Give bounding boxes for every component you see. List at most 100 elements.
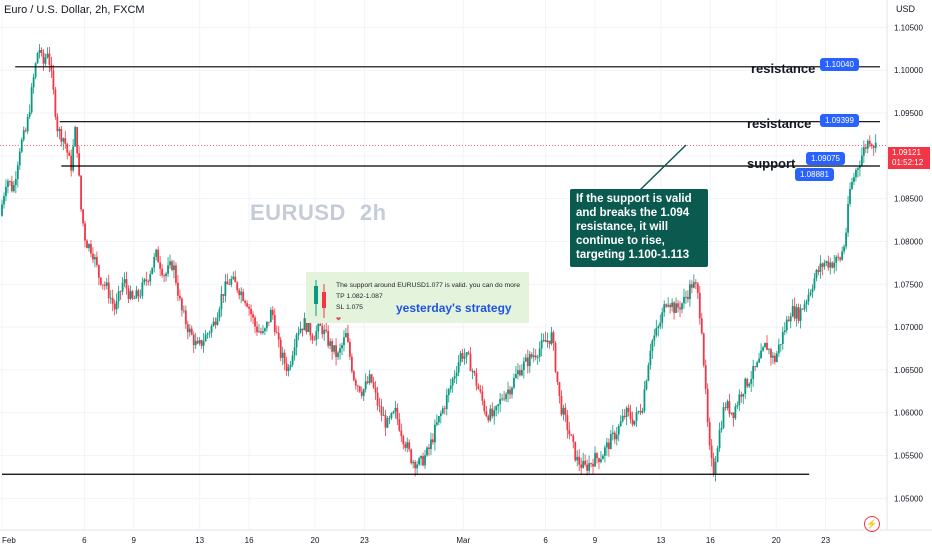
candle-body <box>764 342 766 348</box>
candle-body <box>60 129 63 142</box>
candle-body <box>111 297 114 304</box>
symbol-title: Euro / U.S. Dollar, 2h, FXCM <box>4 4 145 16</box>
candle-body <box>372 382 375 388</box>
candle-body <box>246 303 249 307</box>
candle-body <box>414 461 417 469</box>
candle-body <box>645 380 648 390</box>
candle-body <box>445 395 448 410</box>
candle-body <box>853 177 855 182</box>
candle-body <box>224 281 227 296</box>
candle-body <box>165 273 167 277</box>
candle-body <box>275 331 278 333</box>
price-tick-label: 1.06500 <box>894 366 923 375</box>
candle-body <box>370 374 373 383</box>
candle-body <box>226 281 229 285</box>
resistance-upper-tag[interactable]: 1.10040 <box>820 58 859 71</box>
candle-body <box>220 294 223 310</box>
candle-body <box>260 331 262 333</box>
candle-body <box>345 333 347 338</box>
candle-body <box>34 63 37 78</box>
candle-body <box>570 434 573 436</box>
candle-body <box>627 407 630 412</box>
candle-body <box>301 328 304 331</box>
candle-body <box>9 181 11 182</box>
candle-body <box>137 290 140 297</box>
candle-body <box>30 87 33 113</box>
candle-body <box>127 288 130 299</box>
candle-body <box>434 424 436 443</box>
time-tick-label: 6 <box>82 536 87 545</box>
strategy-callout[interactable]: If the support is valid and breaks the 1… <box>570 189 708 267</box>
candle-body <box>503 398 505 400</box>
candle-body <box>62 138 65 142</box>
candle-body <box>667 304 670 307</box>
candle-body <box>859 165 861 169</box>
candle-body <box>228 284 231 285</box>
candle-body <box>655 328 658 336</box>
price-tick-label: 1.05500 <box>894 452 923 461</box>
candle-body <box>505 393 507 400</box>
candle-body <box>714 461 717 475</box>
candle-body <box>509 389 511 395</box>
candle-body <box>315 331 318 340</box>
candle-body <box>584 460 587 465</box>
candle-body <box>554 342 557 372</box>
candle-body <box>184 310 187 325</box>
candle-body <box>267 321 270 323</box>
candle-body <box>815 269 818 279</box>
candle-body <box>443 408 446 410</box>
candle-body <box>167 265 169 274</box>
candle-body <box>339 348 341 353</box>
candle-body <box>485 411 488 417</box>
candle-body <box>588 463 590 471</box>
candle-body <box>528 354 531 367</box>
candle-body <box>380 406 383 416</box>
candle-body <box>337 352 339 358</box>
candle-body <box>285 363 288 371</box>
candle-body <box>775 353 778 362</box>
candle-body <box>750 378 753 384</box>
candle-body <box>360 391 363 396</box>
candle-body <box>214 321 217 325</box>
candle-body <box>827 261 830 268</box>
support-tag-low[interactable]: 1.08881 <box>795 168 834 181</box>
candle-body <box>74 127 77 147</box>
candle-body <box>426 447 428 456</box>
candle-body <box>186 324 189 333</box>
inset-line-1: The support around EURUSD1.077 is valid.… <box>336 282 520 289</box>
candle-body <box>317 324 320 332</box>
candle-body <box>813 278 816 289</box>
candle-body <box>702 333 705 366</box>
candle-body <box>84 223 86 241</box>
time-tick-label: 13 <box>656 536 665 545</box>
candle-body <box>396 407 399 420</box>
candle-body <box>125 279 128 289</box>
resistance-lower-tag[interactable]: 1.09399 <box>820 114 859 127</box>
candle-body <box>420 456 422 459</box>
candle-body <box>109 297 112 299</box>
candle-body <box>463 356 466 359</box>
candle-body <box>843 246 845 252</box>
inset-line-2: TP 1.082-1.087 <box>336 293 383 300</box>
candle-body <box>354 380 357 386</box>
candle-body <box>123 279 126 283</box>
candle-body <box>546 340 549 343</box>
candle-body <box>774 355 776 362</box>
support-label: support <box>747 156 796 171</box>
candle-body <box>113 303 116 310</box>
candle-body <box>760 350 762 359</box>
candle-body <box>807 294 810 302</box>
candle-body <box>264 328 266 332</box>
candle-body <box>388 418 391 419</box>
support-tag-mid[interactable]: 1.09075 <box>806 152 845 165</box>
candle-body <box>671 302 674 308</box>
candle-body <box>862 147 865 156</box>
candle-body <box>147 280 150 282</box>
inset-overlay-text: yesterday's strategy <box>396 301 512 315</box>
candle-body <box>722 407 725 428</box>
candle-body <box>265 321 268 329</box>
candle-body <box>135 290 138 299</box>
candle-body <box>459 353 462 363</box>
candle-body <box>46 53 49 58</box>
